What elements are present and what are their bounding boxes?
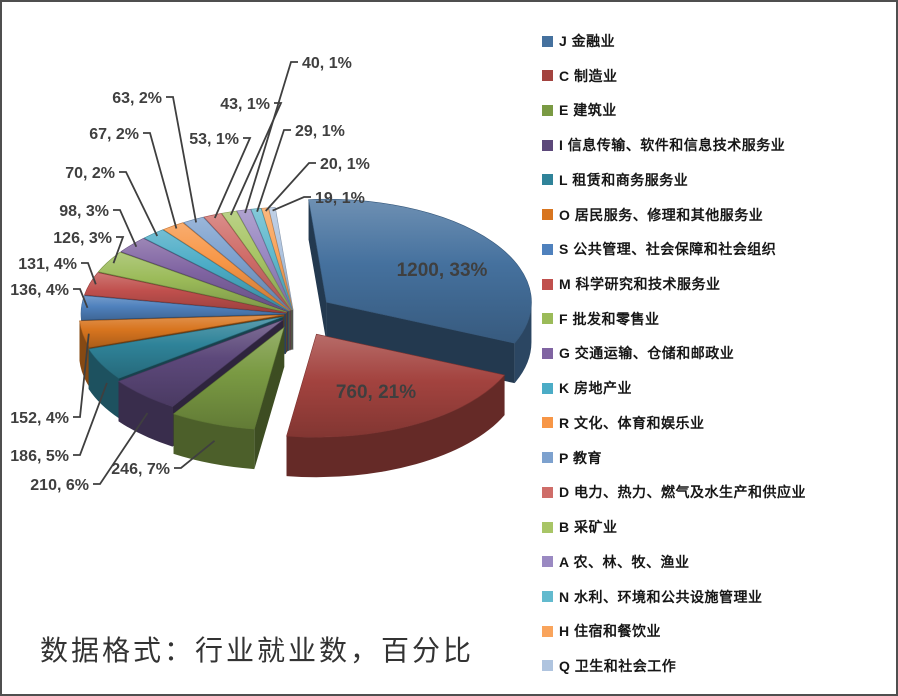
data-label-F: 126, 3% [53,230,112,247]
slice-rim [88,349,119,419]
leader-line [113,209,138,248]
slice-top-face [79,314,285,348]
slice-top-face [221,210,292,311]
data-label-D: 53, 1% [189,131,239,148]
slice-top-face [143,229,289,312]
data-label-K: 70, 2% [65,165,115,182]
data-label-G: 98, 3% [59,203,109,220]
slice-top-face [308,198,532,344]
pie-slice-J [308,198,532,384]
slice-top-face [173,326,285,430]
slice-top-face [80,295,287,320]
data-label-I: 210, 6% [30,477,89,494]
pie-slices [79,198,532,478]
slice-top-face [88,316,284,379]
leader-line [213,137,252,219]
leader-line [272,196,311,212]
data-label-Q: 19, 1% [315,190,365,207]
data-label-L: 186, 5% [10,448,69,465]
slice-top-face [97,251,288,313]
data-label-S: 136, 4% [10,282,69,299]
data-label-R: 67, 2% [89,126,139,143]
pie-slice-E [173,326,285,470]
leader-line [244,61,298,214]
leader-line [112,236,125,264]
pie-slice-C [286,333,506,478]
leader-line [73,288,89,309]
data-label-N: 29, 1% [295,123,345,140]
slice-top-face [203,213,292,311]
data-label-H: 20, 1% [320,156,370,173]
leader-line [143,132,178,229]
leader-line [174,440,216,469]
slice-top-face [84,272,287,314]
slice-side-wall [326,302,515,384]
data-format-caption: 数据格式：行业就业数，百分比 [40,635,475,666]
leader-line [229,102,283,216]
slice-side-wall [308,199,327,343]
leader-line [73,382,108,456]
leader-line [265,162,316,212]
data-labels: 1200, 33% 760, 21% 246, 7% 210, 6% 186, 5% 15… [10,55,487,494]
data-label-C: 760, 21% [336,382,416,403]
leader-line [81,262,97,285]
slice-top-face [236,208,293,311]
slice-top-face [120,238,289,312]
data-label-B: 43, 1% [220,96,270,113]
slice-top-face [117,319,284,407]
leader-line [256,129,291,212]
data-label-P: 63, 2% [112,90,162,107]
slice-top-face [286,333,506,438]
leader-line [166,96,197,223]
slice-rim [79,320,90,388]
slice-top-face [182,216,291,311]
slice-top-face [162,222,290,311]
data-label-E: 246, 7% [111,461,170,478]
leader-line [93,412,149,485]
data-label-A: 40, 1% [302,55,352,72]
leader-line [119,171,159,237]
leader-line [73,333,90,418]
slice-rim [286,375,505,478]
data-label-J: 1200, 33% [397,260,488,281]
slice-rim [118,381,173,447]
slice-rim [514,302,532,384]
data-label-M: 131, 4% [18,256,77,273]
slice-top-face [250,207,293,311]
data-label-O: 152, 4% [10,410,69,427]
